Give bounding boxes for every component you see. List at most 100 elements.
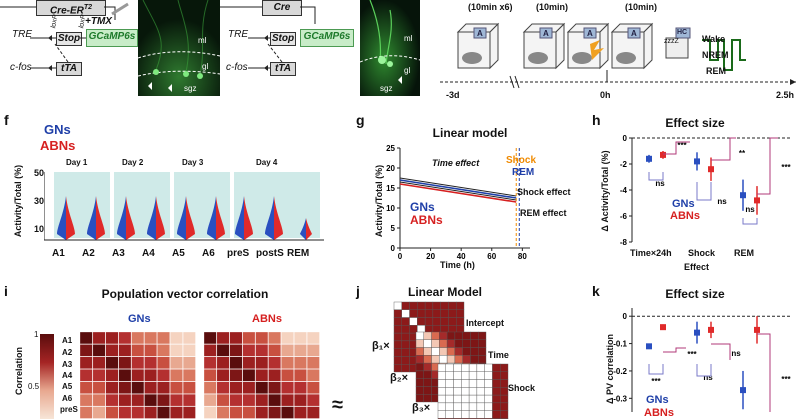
model-cell-time [423,394,432,403]
model-cell-intercept [393,332,402,342]
eff-ytick-label: -0.3 [613,394,627,403]
heat-cell [281,393,294,407]
model-cell-shock [484,371,493,380]
model-cell-shock [437,387,446,396]
model-cell-shock [484,410,493,419]
heat-cell [118,344,132,357]
heat-cell [182,393,196,407]
model-cell-shock [476,379,485,388]
model-cell-intercept [401,348,410,357]
heat-cell [80,369,93,382]
violin-abn [274,196,283,240]
model-cell-shock [492,387,501,396]
tta-box: tTA [56,62,82,76]
model-cell-shock [445,402,454,411]
heat-cell [105,356,119,369]
heat-cell [255,369,269,382]
h-cat-shock: Shock [688,248,716,258]
model-cell-time [431,355,440,364]
beta-3: β₃× [412,402,431,414]
term-time: Time [488,350,509,360]
panel-h-xlabel: Effect [684,262,710,272]
heat-cell [281,406,294,419]
heat-cell [80,356,93,369]
sig-label: *** [687,350,697,359]
sig-bracket [757,333,771,412]
model-cell-time [478,347,487,356]
heat-cell [268,406,281,419]
model-cell-time [454,339,463,348]
model-cell-shock [476,410,485,419]
heat-cell [216,406,230,419]
construct-1-lines [0,2,129,71]
heat-cell [118,356,132,369]
micro-1-ml: ml [198,36,207,45]
model-cell-intercept [456,309,465,318]
model-cell-shock [445,394,454,404]
heatmap-abn [204,332,320,419]
panel-f-legend-abn: ABNs [40,138,76,153]
model-cell-intercept [401,364,410,373]
model-cell-time [439,331,448,340]
sig-label: ns [745,205,755,214]
model-cell-time [423,347,432,356]
heat-cell [92,381,106,394]
model-cell-shock [453,379,462,388]
panel-g-legend-abn: ABNs [410,213,443,227]
heat-cell [105,344,119,357]
model-cell-intercept [432,301,441,310]
g-ytick-label: 10 [386,204,395,213]
time-2-5h: 2.5h [776,90,795,100]
model-cell-shock [500,371,509,380]
sig-label: ns [703,373,713,382]
cre-er-sup: T2 [83,4,93,11]
model-cell-time [454,355,463,364]
eff-ytick-label: -6 [620,212,628,221]
model-cell-shock [468,402,478,411]
micro-2-ml: ml [404,34,413,43]
model-cell-time [423,339,432,348]
panel-h-title: Effect size [665,116,725,130]
point-GNs [646,343,652,350]
sig-label: *** [781,163,791,172]
sig-bracket [711,137,736,161]
model-cell-intercept [456,317,465,326]
model-cell-time [446,331,456,340]
micro-2-gl: gl [404,66,411,75]
heat-cell [255,332,269,345]
violin-gn [87,196,96,240]
heat-cell [306,369,320,382]
heat-cell [268,344,281,357]
heat-cell [170,356,183,369]
heat-cell [242,381,256,394]
heat-cell [294,332,307,345]
time-minus3d: -3d [446,90,460,100]
sig-bracket [663,347,686,353]
model-cell-shock [484,394,493,404]
point-ABNs [754,326,760,333]
g-line-ABNs [399,183,517,203]
model-cell-time [415,355,424,364]
heat-cell [144,406,157,419]
heat-cell [229,356,243,369]
heat-cell [204,332,217,345]
model-cell-time [478,331,487,340]
model-cell-time [423,386,432,395]
model-cell-intercept [448,309,457,318]
model-cell-time [439,355,448,364]
point-ABNs [660,151,666,158]
heat-cell [294,344,307,357]
sig-bracket [648,172,664,181]
violin-abn [96,196,105,240]
heat-cell [242,406,256,419]
model-cell-intercept [448,317,457,326]
g-ytick-label: 25 [386,144,395,153]
heat-cell [170,369,183,382]
tmx-label: +TMX [85,16,112,27]
panel-i-gn: GNs [128,313,151,325]
model-cell-time [470,355,479,364]
model-cell-shock [492,379,501,388]
eff-ytick-label: -4 [620,186,628,195]
model-cell-time [415,370,424,379]
heat-cell [242,369,256,382]
